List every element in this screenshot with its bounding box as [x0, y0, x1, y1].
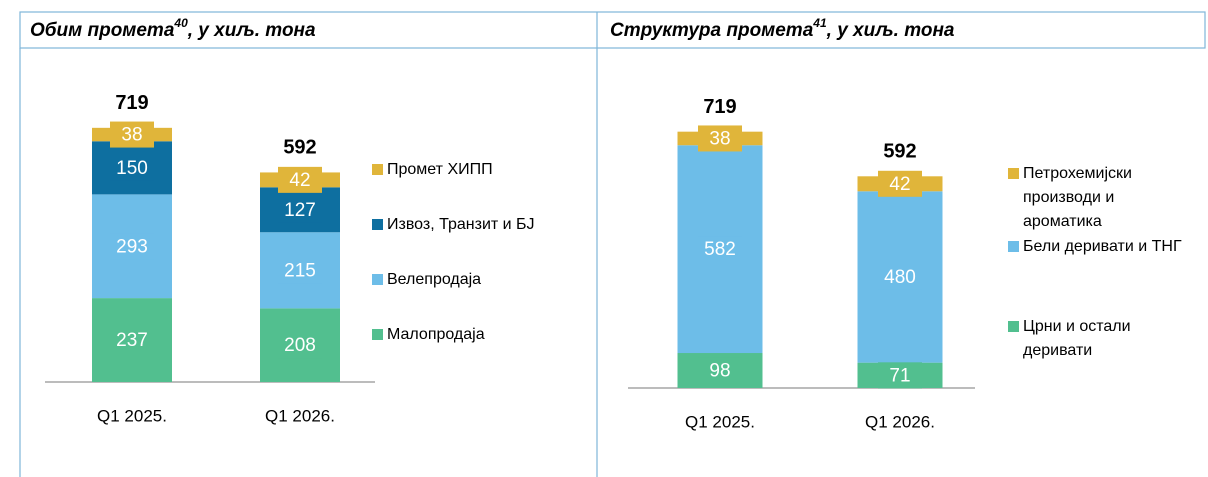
- data-label: 293: [116, 236, 148, 257]
- legend-swatch: [372, 219, 383, 230]
- legend-label: Извоз, Транзит и БЈ: [387, 216, 535, 233]
- title-part: , у хиљ. тона: [826, 20, 955, 41]
- data-label: 38: [709, 128, 730, 149]
- legend-label: Црни и остали деривати: [1023, 318, 1131, 359]
- data-label: 38: [121, 125, 142, 146]
- legend-label: Малопродаја: [387, 326, 485, 343]
- data-label: 150: [116, 158, 148, 179]
- label-bg: [698, 236, 742, 263]
- x-tick-label: Q1 2025.: [97, 406, 167, 425]
- legend-swatch: [1008, 321, 1019, 332]
- title-part: , у хиљ. тона: [187, 20, 316, 41]
- label-bg: [878, 170, 922, 197]
- x-tick-label: Q1 2026.: [865, 412, 935, 431]
- legend-swatch: [1008, 168, 1019, 179]
- legend-label: Велепродаја: [387, 271, 482, 288]
- label-bg: [278, 196, 322, 223]
- label-bg: [878, 362, 922, 389]
- label-bg: [110, 154, 154, 181]
- title-part: Обим промета: [30, 20, 175, 41]
- data-label: 215: [284, 260, 316, 281]
- legend-label: Промет ХИПП: [387, 161, 493, 178]
- title-part: 40: [173, 16, 188, 30]
- label-bg: [110, 327, 154, 354]
- data-label: 208: [284, 335, 316, 356]
- label-bg: [698, 125, 742, 152]
- legend-label: Бели деривати и ТНГ: [1023, 238, 1182, 255]
- legend-label: Петрохемијски производи и ароматика: [1023, 165, 1132, 230]
- label-bg: [278, 332, 322, 359]
- total-label: 719: [115, 92, 148, 114]
- data-label: 237: [116, 330, 148, 351]
- chart-title: Обим промета40, у хиљ. тона: [30, 16, 316, 41]
- label-bg: [698, 357, 742, 384]
- label-bg: [110, 121, 154, 148]
- data-label: 98: [709, 361, 730, 382]
- legend-swatch: [372, 164, 383, 175]
- data-label: 127: [284, 200, 316, 221]
- label-bg: [278, 166, 322, 193]
- total-label: 592: [883, 141, 916, 163]
- header-frame: [19, 11, 1206, 49]
- data-label: 42: [889, 174, 910, 195]
- total-label: 719: [703, 96, 736, 118]
- legend-swatch: [372, 274, 383, 285]
- label-bg: [878, 263, 922, 290]
- data-label: 71: [889, 365, 910, 386]
- title-part: Структура промета: [610, 20, 814, 41]
- data-label: 42: [289, 170, 310, 191]
- label-bg: [278, 257, 322, 284]
- data-label: 480: [884, 267, 916, 288]
- total-label: 592: [283, 137, 316, 159]
- title-part: 41: [812, 16, 827, 30]
- legend-swatch: [372, 329, 383, 340]
- data-label: 582: [704, 239, 736, 260]
- label-bg: [110, 233, 154, 260]
- legend-swatch: [1008, 241, 1019, 252]
- chart-title: Структура промета41, у хиљ. тона: [610, 16, 955, 41]
- x-tick-label: Q1 2025.: [685, 412, 755, 431]
- x-tick-label: Q1 2026.: [265, 406, 335, 425]
